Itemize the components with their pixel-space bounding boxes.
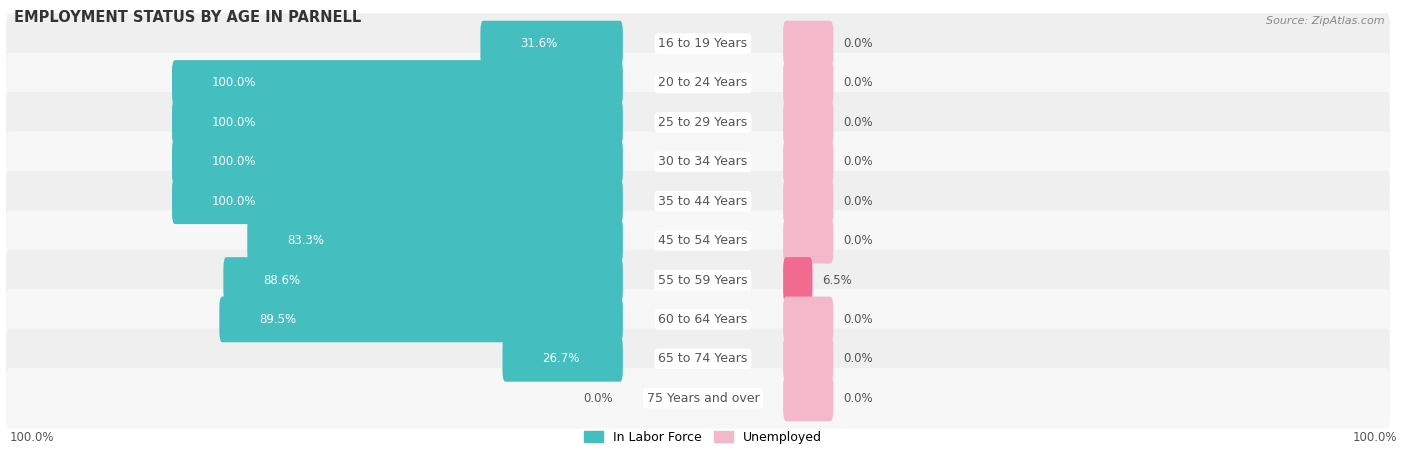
- Text: 100.0%: 100.0%: [212, 76, 256, 90]
- Text: 0.0%: 0.0%: [844, 155, 873, 168]
- Text: 100.0%: 100.0%: [212, 155, 256, 168]
- Text: EMPLOYMENT STATUS BY AGE IN PARNELL: EMPLOYMENT STATUS BY AGE IN PARNELL: [14, 10, 361, 25]
- Text: 83.3%: 83.3%: [287, 234, 325, 247]
- FancyBboxPatch shape: [172, 60, 623, 106]
- FancyBboxPatch shape: [6, 368, 1389, 428]
- Text: 89.5%: 89.5%: [259, 313, 297, 326]
- FancyBboxPatch shape: [783, 257, 813, 303]
- FancyBboxPatch shape: [783, 218, 834, 263]
- FancyBboxPatch shape: [783, 297, 834, 342]
- Text: 16 to 19 Years: 16 to 19 Years: [658, 37, 748, 50]
- Text: 100.0%: 100.0%: [212, 195, 256, 208]
- FancyBboxPatch shape: [224, 257, 623, 303]
- FancyBboxPatch shape: [172, 99, 623, 145]
- Text: 0.0%: 0.0%: [844, 76, 873, 90]
- Text: 45 to 54 Years: 45 to 54 Years: [658, 234, 748, 247]
- Text: 31.6%: 31.6%: [520, 37, 558, 50]
- FancyBboxPatch shape: [6, 53, 1389, 113]
- FancyBboxPatch shape: [6, 13, 1389, 74]
- Text: 0.0%: 0.0%: [844, 37, 873, 50]
- FancyBboxPatch shape: [783, 375, 834, 421]
- Text: 100.0%: 100.0%: [1353, 431, 1396, 444]
- FancyBboxPatch shape: [247, 218, 623, 263]
- FancyBboxPatch shape: [481, 21, 623, 67]
- FancyBboxPatch shape: [783, 178, 834, 224]
- Text: Source: ZipAtlas.com: Source: ZipAtlas.com: [1267, 16, 1385, 26]
- Text: 0.0%: 0.0%: [844, 313, 873, 326]
- FancyBboxPatch shape: [172, 178, 623, 224]
- FancyBboxPatch shape: [6, 289, 1389, 350]
- Text: 75 Years and over: 75 Years and over: [647, 392, 759, 405]
- FancyBboxPatch shape: [783, 139, 834, 184]
- FancyBboxPatch shape: [6, 92, 1389, 153]
- FancyBboxPatch shape: [783, 21, 834, 67]
- Text: 100.0%: 100.0%: [10, 431, 53, 444]
- Text: 6.5%: 6.5%: [823, 274, 852, 287]
- FancyBboxPatch shape: [6, 210, 1389, 271]
- Text: 0.0%: 0.0%: [844, 234, 873, 247]
- Text: 0.0%: 0.0%: [844, 195, 873, 208]
- Text: 88.6%: 88.6%: [263, 274, 301, 287]
- Text: 0.0%: 0.0%: [844, 392, 873, 405]
- Text: 100.0%: 100.0%: [212, 116, 256, 129]
- FancyBboxPatch shape: [783, 336, 834, 382]
- FancyBboxPatch shape: [6, 131, 1389, 192]
- Text: 35 to 44 Years: 35 to 44 Years: [658, 195, 748, 208]
- Text: 20 to 24 Years: 20 to 24 Years: [658, 76, 748, 90]
- Text: 55 to 59 Years: 55 to 59 Years: [658, 274, 748, 287]
- Text: 0.0%: 0.0%: [844, 116, 873, 129]
- Text: 60 to 64 Years: 60 to 64 Years: [658, 313, 748, 326]
- Text: 30 to 34 Years: 30 to 34 Years: [658, 155, 748, 168]
- FancyBboxPatch shape: [6, 328, 1389, 389]
- FancyBboxPatch shape: [172, 139, 623, 184]
- FancyBboxPatch shape: [219, 297, 623, 342]
- Text: 0.0%: 0.0%: [844, 352, 873, 365]
- Legend: In Labor Force, Unemployed: In Labor Force, Unemployed: [583, 431, 823, 444]
- FancyBboxPatch shape: [502, 336, 623, 382]
- FancyBboxPatch shape: [783, 60, 834, 106]
- FancyBboxPatch shape: [783, 99, 834, 145]
- Text: 26.7%: 26.7%: [543, 352, 579, 365]
- Text: 0.0%: 0.0%: [583, 392, 613, 405]
- Text: 25 to 29 Years: 25 to 29 Years: [658, 116, 748, 129]
- FancyBboxPatch shape: [6, 171, 1389, 232]
- FancyBboxPatch shape: [6, 250, 1389, 310]
- Text: 65 to 74 Years: 65 to 74 Years: [658, 352, 748, 365]
